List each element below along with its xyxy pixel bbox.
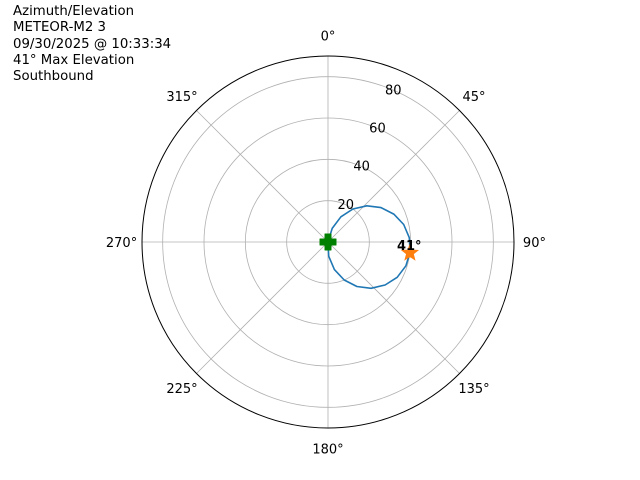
r-tick-label: 60	[369, 121, 386, 136]
title-line: 09/30/2025 @ 10:33:34	[13, 36, 172, 52]
theta-gridline	[327, 241, 460, 374]
theta-tick-label: 0°	[321, 30, 336, 45]
chart-title: Azimuth/Elevation METEOR-M2 3 09/30/2025 @…	[13, 4, 171, 85]
r-tick-label: 20	[338, 198, 355, 213]
max-elevation-star-marker	[400, 243, 420, 261]
title-line: METEOR-M2 3	[13, 20, 106, 36]
title-line: Southbound	[13, 69, 94, 85]
max-elevation-label: 41°	[397, 239, 422, 254]
theta-tick-label: 180°	[312, 442, 343, 457]
theta-tick-label: 270°	[106, 236, 137, 251]
theta-tick-label: 135°	[458, 382, 489, 397]
title-line: 41° Max Elevation	[13, 52, 135, 68]
polar-frame	[141, 55, 515, 429]
theta-tick-label: 45°	[462, 90, 485, 105]
theta-tick-label: 90°	[523, 236, 546, 251]
r-tick-label: 80	[385, 83, 402, 98]
theta-gridline	[196, 241, 329, 374]
theta-gridline	[196, 110, 329, 243]
theta-tick-label: 315°	[166, 90, 197, 105]
title-line: Azimuth/Elevation	[13, 4, 135, 19]
theta-tick-label: 225°	[166, 382, 197, 397]
start-plus-marker	[319, 233, 337, 251]
r-tick-label: 40	[353, 160, 370, 175]
theta-gridline	[327, 110, 460, 243]
